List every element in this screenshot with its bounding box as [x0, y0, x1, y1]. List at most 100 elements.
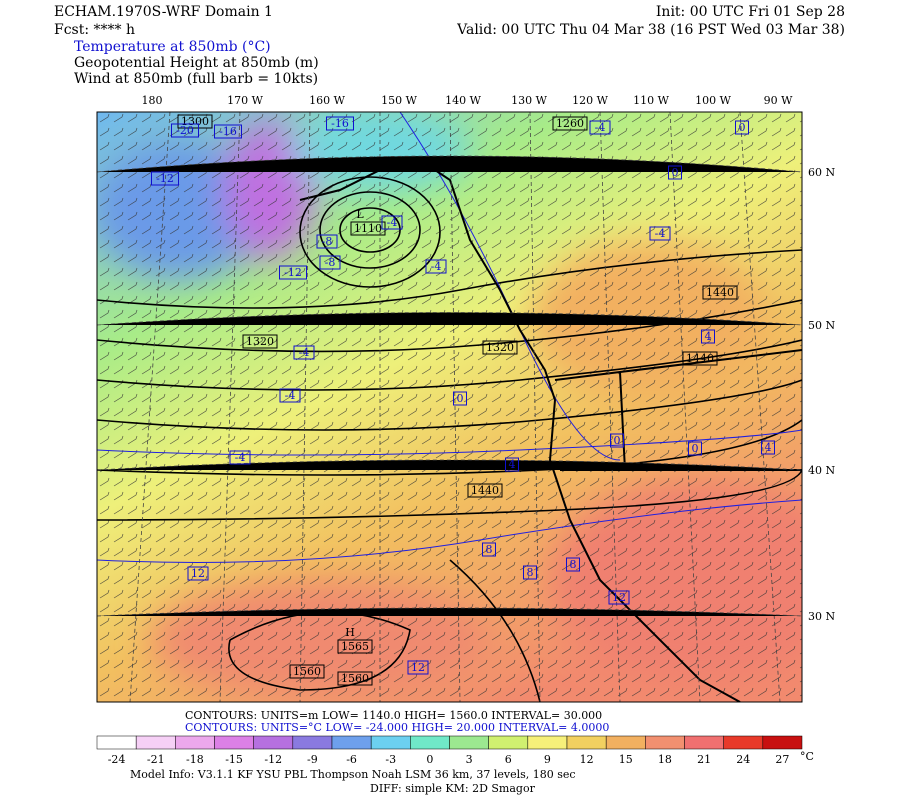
- colorbar-label: 6: [505, 753, 512, 766]
- temperature-label-box: [761, 440, 775, 455]
- latitude-label: 60 N: [808, 166, 835, 179]
- colorbar-label: 0: [426, 753, 433, 766]
- temperature-label: -4: [285, 389, 296, 402]
- temperature-label-box: [610, 433, 624, 448]
- colorbar-swatch: [605, 735, 646, 750]
- height-label: 1320: [246, 335, 274, 348]
- colorbar-swatch: [253, 735, 294, 750]
- colorbar-label: 21: [697, 753, 711, 766]
- high-value-box: [337, 639, 373, 654]
- colorbar-swatch: [292, 735, 333, 750]
- longitude-label: 160 W: [309, 94, 345, 107]
- colorbar-label: 12: [580, 753, 594, 766]
- height-label: 1440: [471, 484, 499, 497]
- longitude-label: 150 W: [381, 94, 417, 107]
- latitude-label: 50 N: [808, 319, 835, 332]
- high-symbol: H: [345, 626, 355, 639]
- temperature-label-box: [589, 120, 611, 135]
- init: Init: 00 UTC Fri 01 Sep 28: [656, 4, 845, 20]
- longitude-label: 170 W: [227, 94, 263, 107]
- longitude-label: 100 W: [695, 94, 731, 107]
- colorbar-label: -24: [108, 753, 126, 766]
- temperature-label: 8: [486, 543, 493, 556]
- temperature-label: -20: [176, 124, 194, 137]
- temperature-label: 4: [765, 441, 772, 454]
- temperature-label-box: [453, 391, 467, 406]
- colorbar-label: -12: [264, 753, 282, 766]
- height-label: 1260: [556, 117, 584, 130]
- colorbar-swatch: [214, 735, 254, 750]
- temperature-label: 4: [705, 330, 712, 343]
- temperature-label-box: [523, 565, 537, 580]
- temperature-label: -4: [655, 227, 666, 240]
- colorbar-label: 27: [775, 753, 789, 766]
- contours-temp: CONTOURS: UNITS=°C LOW= -24.000 HIGH= 20…: [185, 721, 609, 734]
- forecast: Fcst: **** h: [54, 22, 135, 38]
- temperature-label-box: [214, 124, 242, 139]
- colorbar-label: 9: [544, 753, 551, 766]
- temperature-label-box: [566, 557, 580, 572]
- longitude-label: 110 W: [633, 94, 669, 107]
- contours-height: CONTOURS: UNITS=m LOW= 1140.0 HIGH= 1560…: [185, 709, 602, 722]
- colorbar-label: -3: [385, 753, 396, 766]
- temperature-label: 12: [411, 661, 425, 674]
- contour-labels: 1300 1260 1320 1320 1440 1440 1440 1560 1560 H156…: [151, 114, 775, 686]
- temperature-label-box: [688, 441, 702, 456]
- temperature-label-box: [668, 165, 682, 180]
- colorbar-swatch: [527, 735, 568, 750]
- temperature-label: 12: [612, 591, 626, 604]
- colorbar-label: 3: [466, 753, 473, 766]
- temperature-label-box: [151, 171, 179, 186]
- colorbar-label: -18: [186, 753, 204, 766]
- colorbar-swatch: [449, 735, 489, 750]
- colorbar-unit: °C: [800, 750, 814, 763]
- field: Geopotential Height at 850mb (m): [74, 55, 319, 71]
- colorbar-swatch: [762, 735, 803, 750]
- colorbar-swatch: [684, 735, 724, 750]
- colorbar-label: -6: [346, 753, 357, 766]
- temperature-label: -16: [219, 125, 237, 138]
- temperature-label-box: [316, 234, 338, 249]
- height-label-box: [702, 285, 738, 300]
- title: ECHAM.1970S-WRF Domain 1: [54, 4, 273, 20]
- colorbar-swatch: [96, 735, 137, 750]
- diff-info: DIFF: simple KM: 2D Smagor: [370, 782, 536, 795]
- model-info: Model Info: V3.1.1 KF YSU PBL Thompson N…: [130, 768, 576, 781]
- colorbar-swatch: [566, 735, 607, 750]
- low-value: 1110: [354, 222, 382, 235]
- temperature-label-box: [326, 116, 354, 131]
- temperature-label: -4: [387, 216, 398, 229]
- map: [97, 112, 802, 702]
- longitude-labels: 180 170 W 160 W 150 W 140 W 130 W 120 W 110 W 10…: [142, 94, 836, 623]
- temperature-label-box: [319, 255, 341, 270]
- colorbar-label: -9: [307, 753, 318, 766]
- longitude-label: 120 W: [572, 94, 608, 107]
- height-label-box: [682, 351, 718, 366]
- temperature-label: -4: [595, 121, 606, 134]
- temperature-label-box: [293, 345, 315, 360]
- temperature-label-box: [425, 259, 447, 274]
- high-value: 1565: [341, 640, 369, 653]
- longitude-label: 130 W: [511, 94, 547, 107]
- colorbar-label: 18: [658, 753, 672, 766]
- field: Temperature at 850mb (°C): [74, 39, 271, 55]
- temperature-label: -8: [325, 256, 336, 269]
- height-label-box: [552, 116, 588, 131]
- temperature-label-box: [505, 457, 519, 472]
- temperature-label-box: [649, 226, 671, 241]
- longitude-label: 90 W: [764, 94, 793, 107]
- temperature-label: 8: [570, 558, 577, 571]
- temperature-label-box: [279, 265, 307, 280]
- temperature-label-box: [608, 590, 630, 605]
- height-label: 1440: [706, 286, 734, 299]
- temperature-label: -4: [235, 451, 246, 464]
- colorbar-label: -15: [225, 753, 243, 766]
- colorbar-swatch: [645, 735, 685, 750]
- height-label-box: [289, 664, 325, 679]
- colorbar-label: -21: [147, 753, 165, 766]
- height-label: 1560: [341, 672, 369, 685]
- colorbar: -24 -21 -18 -15 -12 -9 -6 -3 0 3 6 9 12 15 18 21 24 27 °C: [96, 735, 814, 766]
- temperature-label: 4: [509, 458, 516, 471]
- temperature-label: -4: [299, 346, 310, 359]
